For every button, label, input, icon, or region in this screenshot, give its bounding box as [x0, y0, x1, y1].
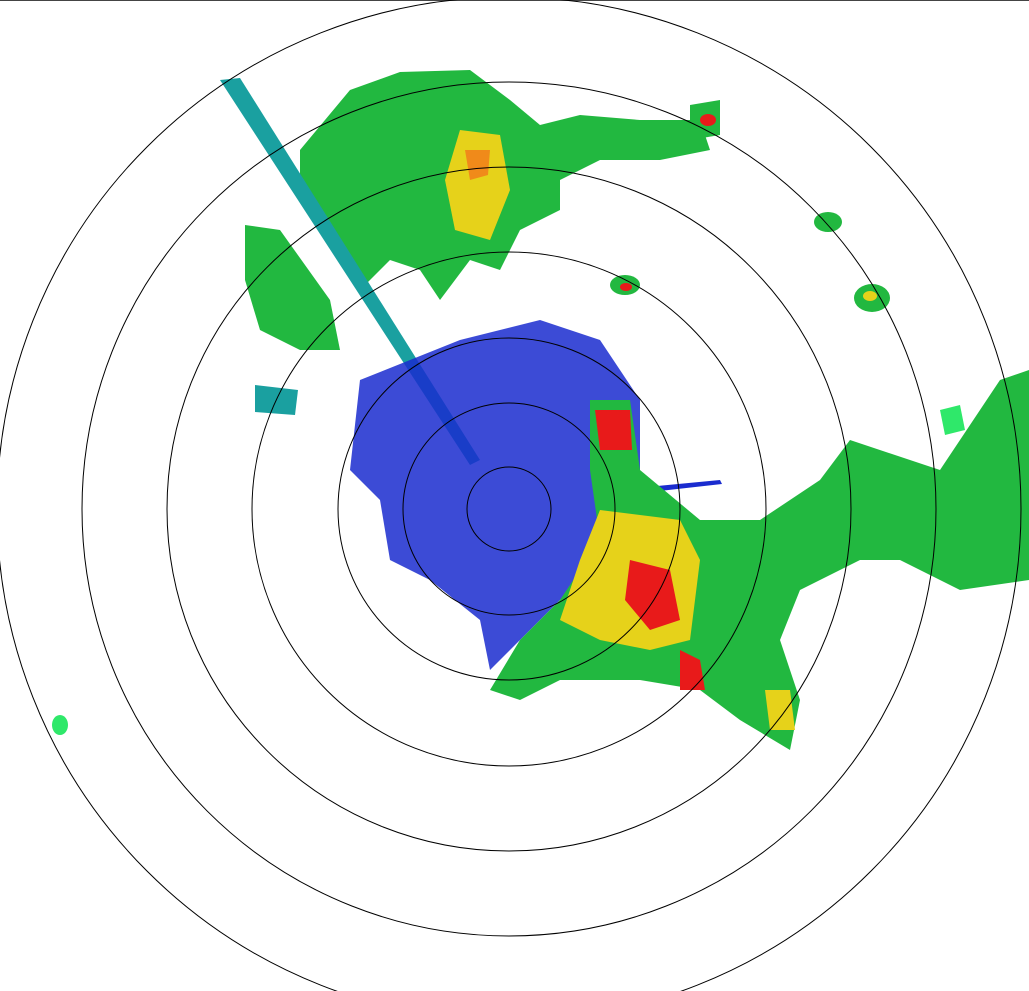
echo-southeast [490, 370, 1029, 750]
range-ring-6 [81, 81, 937, 937]
range-ring-4 [251, 251, 767, 767]
echo-north-east-core [700, 114, 716, 126]
range-ring-2 [402, 402, 616, 616]
echo-layer [52, 70, 1029, 750]
echo-south-peak [680, 650, 705, 690]
range-ring-3 [337, 337, 681, 681]
echo-ne-cell-core [863, 291, 877, 301]
range-ring-5 [166, 166, 852, 852]
echo-ne-small-core [620, 283, 632, 291]
echo-west-band [245, 225, 340, 350]
echo-far-west [52, 715, 68, 735]
range-ring-1 [466, 466, 552, 552]
echo-north-peak [465, 150, 490, 180]
top-border [0, 0, 1029, 1]
echo-east-peak [595, 410, 632, 450]
echo-north-core [445, 130, 510, 240]
echo-near-clutter [350, 320, 640, 670]
echo-southeast-peak [625, 560, 680, 630]
echo-far-east [940, 405, 965, 435]
echo-far-south [765, 690, 795, 730]
